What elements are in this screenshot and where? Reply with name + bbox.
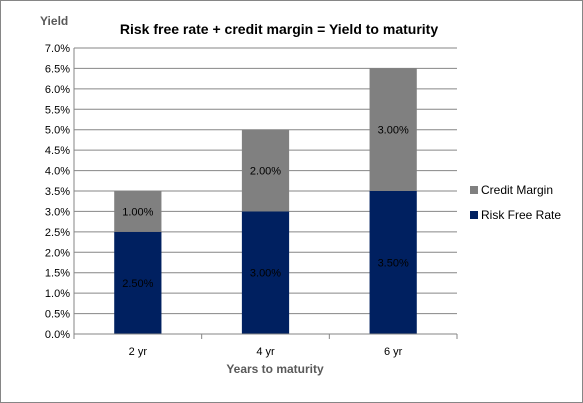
- legend-label: Risk Free Rate: [481, 208, 561, 222]
- y-tick-label: 3.0%: [45, 206, 70, 218]
- y-tick-label: 0.0%: [45, 329, 70, 341]
- y-tick-labels: 0.0% 0.5% 1.0% 1.5% 2.0% 2.5% 3.0% 3.5% 4.0% 4.5%…: [45, 43, 70, 341]
- y-tick-label: 3.5%: [45, 186, 70, 198]
- y-tick-label: 2.5%: [45, 227, 70, 239]
- bar-segment: [369, 68, 417, 191]
- y-tick-label: 1.0%: [45, 288, 70, 300]
- y-tick-label: 2.0%: [45, 247, 70, 259]
- y-tick-label: 1.5%: [45, 268, 70, 280]
- chart-title: Risk free rate + credit margin = Yield t…: [120, 21, 438, 37]
- data-label: 3.00%: [378, 125, 409, 137]
- x-tick-label: 2 yr: [129, 346, 148, 358]
- y-tick-label: 0.5%: [45, 309, 70, 321]
- y-tick-label: 6.0%: [45, 84, 70, 96]
- legend-swatch: [470, 211, 478, 219]
- bar-segment: [114, 191, 162, 232]
- legend-swatch: [470, 186, 478, 194]
- data-label: 2.50%: [122, 278, 153, 290]
- legend: Credit Margin Risk Free Rate: [470, 183, 561, 222]
- axes: [73, 48, 458, 339]
- y-tick-label: 5.0%: [45, 125, 70, 137]
- y-tick-label: 6.5%: [45, 63, 70, 75]
- y-tick-label: 5.5%: [45, 104, 70, 116]
- bar-segment: [241, 211, 290, 334]
- legend-label: Credit Margin: [481, 183, 553, 197]
- bar-segment: [114, 231, 162, 334]
- bar-segment: [241, 129, 290, 212]
- x-axis-title: Years to maturity: [226, 362, 324, 376]
- data-label: 1.00%: [122, 206, 153, 218]
- y-axis-title: Yield: [40, 14, 68, 28]
- data-label: 3.50%: [378, 258, 409, 270]
- x-tick-label: 4 yr: [256, 346, 275, 358]
- data-label: 3.00%: [250, 268, 281, 280]
- bar-segment: [369, 191, 417, 334]
- y-tick-label: 7.0%: [45, 43, 70, 55]
- x-tick-label: 6 yr: [384, 346, 403, 358]
- bars-group: 2.50% 1.00% 3.00% 2.00% 3.50% 3.00%: [114, 68, 417, 334]
- y-tick-label: 4.5%: [45, 145, 70, 157]
- data-label: 2.00%: [250, 166, 281, 178]
- x-tick-labels: 2 yr 4 yr 6 yr: [129, 346, 403, 358]
- y-tick-label: 4.0%: [45, 166, 70, 178]
